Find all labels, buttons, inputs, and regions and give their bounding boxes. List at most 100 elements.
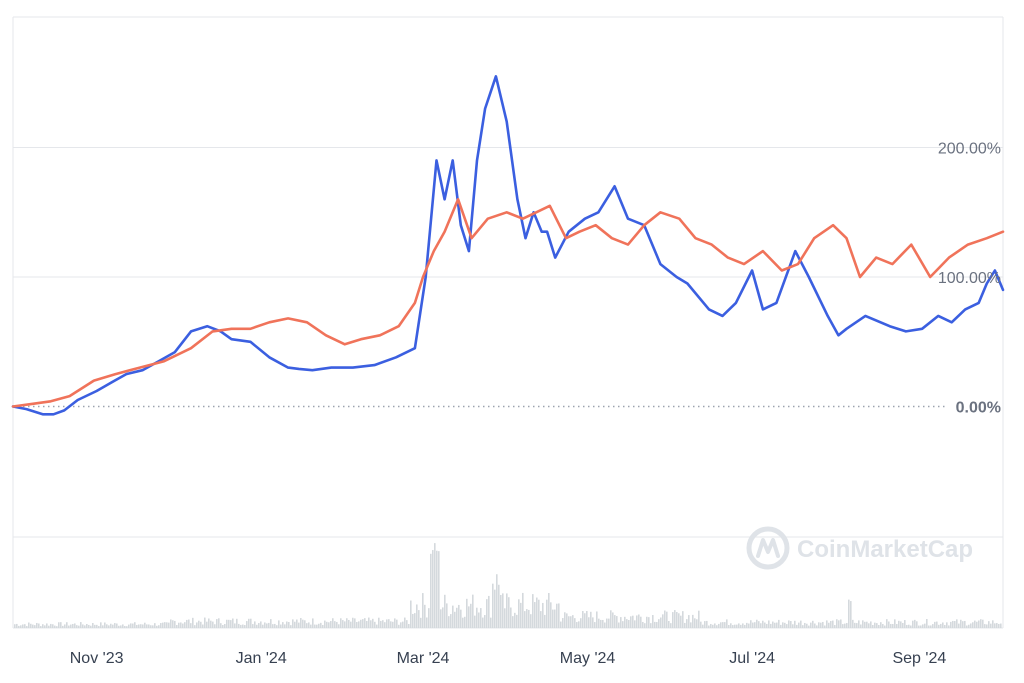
volume-bar	[630, 616, 632, 628]
volume-bar	[498, 584, 500, 628]
volume-bar	[748, 623, 750, 628]
y-tick-label: 0.00%	[956, 400, 1001, 417]
volume-bar	[600, 619, 602, 628]
volume-bar	[214, 624, 216, 628]
volume-bar	[442, 607, 444, 628]
x-tick-label: Jul '24	[729, 650, 775, 667]
volume-bar	[50, 623, 52, 628]
volume-bar	[370, 620, 372, 628]
volume-bar	[312, 618, 314, 628]
volume-bar	[770, 623, 772, 628]
x-tick-label: Sep '24	[892, 650, 946, 667]
volume-bar	[938, 624, 940, 628]
volume-bar	[674, 610, 676, 628]
volume-bar	[742, 623, 744, 628]
volume-bar	[212, 621, 214, 628]
volume-bar	[218, 618, 220, 628]
volume-bar	[280, 624, 282, 628]
volume-bar	[986, 624, 988, 628]
volume-bar	[230, 620, 232, 628]
volume-bar	[640, 616, 642, 628]
volume-bar	[18, 625, 20, 628]
volume-bar	[898, 620, 900, 628]
volume-bar	[744, 624, 746, 628]
volume-bar	[194, 625, 196, 628]
volume-bar	[174, 620, 176, 628]
volume-bar	[226, 619, 228, 628]
volume-bar	[738, 623, 740, 628]
volume-bar	[864, 621, 866, 628]
volume-bar	[708, 625, 710, 628]
volume-bar	[998, 623, 1000, 628]
volume-bar	[84, 625, 86, 628]
volume-bar	[302, 619, 304, 628]
volume-bar	[776, 622, 778, 628]
volume-bar	[382, 620, 384, 628]
volume-bar	[970, 623, 972, 628]
volume-bar	[242, 624, 244, 628]
volume-bar	[112, 624, 114, 628]
volume-bar	[650, 623, 652, 628]
volume-bar	[182, 623, 184, 628]
volume-bar	[526, 609, 528, 628]
volume-bar	[576, 622, 578, 628]
volume-bar	[532, 594, 534, 628]
volume-bar	[592, 617, 594, 628]
volume-bar	[528, 609, 530, 628]
volume-bar	[524, 611, 526, 628]
volume-bar	[560, 621, 562, 628]
volume-bar	[810, 622, 812, 628]
volume-bar	[822, 621, 824, 628]
volume-bar	[792, 624, 794, 628]
volume-bar	[196, 622, 198, 628]
volume-bar	[860, 624, 862, 628]
volume-bar	[632, 615, 634, 628]
volume-bar	[652, 615, 654, 628]
volume-bar	[78, 625, 80, 628]
volume-bar	[626, 619, 628, 628]
volume-bar	[160, 623, 162, 628]
volume-bar	[734, 624, 736, 628]
volume-bar	[222, 625, 224, 628]
volume-bar	[292, 619, 294, 628]
volume-bar	[804, 622, 806, 628]
volume-bar	[476, 607, 478, 628]
volume-bar	[130, 623, 132, 628]
volume-bar	[448, 616, 450, 628]
volume-bar	[282, 622, 284, 628]
volume-bar	[906, 624, 908, 628]
volume-bar	[504, 608, 506, 628]
volume-bar	[542, 602, 544, 628]
volume-bar	[682, 611, 684, 628]
volume-bar	[520, 602, 522, 628]
volume-bar	[702, 624, 704, 628]
volume-bar	[676, 612, 678, 628]
volume-bar	[890, 623, 892, 628]
volume-bar	[236, 618, 238, 628]
volume-bar	[828, 622, 830, 628]
volume-bar	[154, 623, 156, 628]
volume-bar	[110, 623, 112, 628]
volume-bar	[374, 621, 376, 628]
volume-bar	[326, 621, 328, 628]
volume-bar	[192, 617, 194, 628]
volume-bar	[612, 612, 614, 628]
volume-bar	[90, 625, 92, 628]
volume-bar	[88, 624, 90, 628]
volume-bar	[768, 620, 770, 628]
volume-bar	[628, 619, 630, 628]
volume-bar	[598, 618, 600, 628]
volume-bar	[140, 624, 142, 628]
volume-bar	[814, 623, 816, 628]
volume-bar	[108, 625, 110, 628]
volume-bar	[516, 614, 518, 628]
volume-bar	[416, 604, 418, 628]
volume-bar	[562, 618, 564, 628]
volume-bar	[694, 618, 696, 628]
volume-bar	[176, 625, 178, 628]
volume-bar	[492, 583, 494, 628]
volume-bar	[794, 620, 796, 628]
watermark-text: CoinMarketCap	[797, 536, 973, 563]
